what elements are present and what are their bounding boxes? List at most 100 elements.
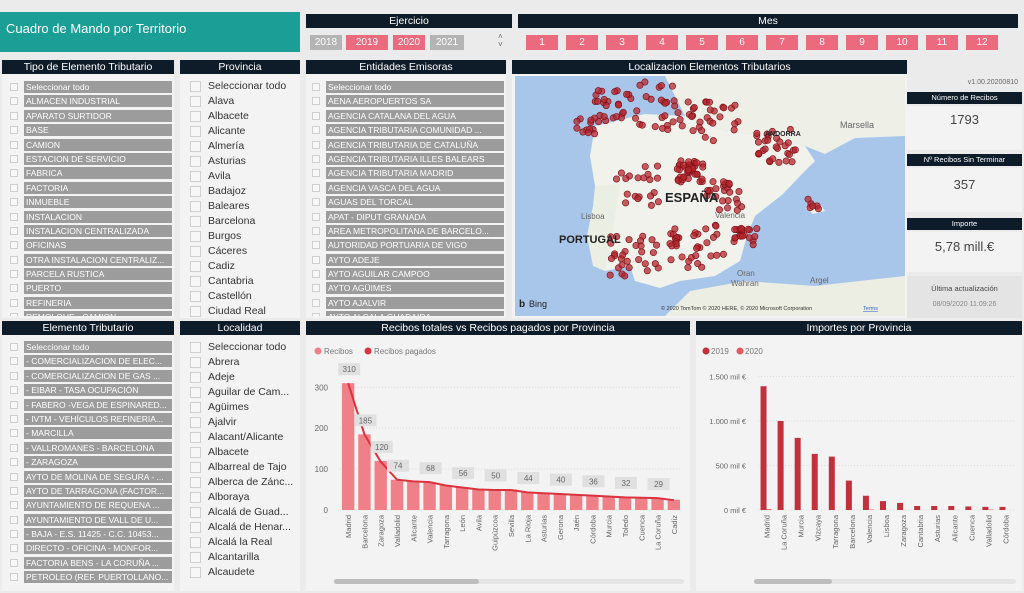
checkbox[interactable] [190, 462, 201, 473]
month-button-6[interactable]: 6 [726, 35, 758, 50]
checkbox[interactable] [190, 246, 201, 257]
list-item[interactable]: - FABERO -VEGA DE ESPINARED... [10, 398, 172, 412]
checkbox[interactable] [312, 255, 320, 264]
checkbox[interactable] [312, 140, 320, 149]
list-item[interactable]: Ajalvir [190, 415, 300, 430]
checkbox[interactable] [190, 126, 201, 137]
month-button-1[interactable]: 1 [526, 35, 558, 50]
checkbox[interactable] [10, 472, 18, 481]
list-item[interactable]: Albacete [190, 109, 300, 124]
scroll-spinner-icon[interactable]: ˄ ˅ [498, 32, 503, 49]
checkbox[interactable] [312, 97, 320, 106]
month-button-10[interactable]: 10 [886, 35, 918, 50]
list-item[interactable]: CAMION [10, 138, 172, 152]
list-item[interactable]: AYTO DE TARRAGONA (FACTOR... [10, 484, 172, 498]
checkbox[interactable] [190, 342, 201, 353]
list-item[interactable]: Albarreal de Tajo [190, 460, 300, 475]
list-item[interactable]: Cantabria [190, 274, 300, 289]
list-item[interactable]: AGENCIA CATALANA DEL AGUA [312, 109, 504, 123]
checkbox[interactable] [190, 492, 201, 503]
list-item[interactable]: AGENCIA TRIBUTARIA ILLES BALEARS [312, 152, 504, 166]
tipo-list[interactable]: Seleccionar todo ALMACEN INDUSTRIAL APARAT… [10, 80, 172, 316]
chart-scrollbar-thumb[interactable] [334, 579, 479, 584]
list-item[interactable]: Avila [190, 169, 300, 184]
checkbox[interactable] [190, 171, 201, 182]
list-item[interactable]: OTRA INSTALACION CENTRALIZ... [10, 253, 172, 267]
month-button-11[interactable]: 11 [926, 35, 958, 50]
list-item[interactable]: Alava [190, 94, 300, 109]
list-item[interactable]: AYTO AGÜIMES [312, 281, 504, 295]
list-item[interactable]: Barcelona [190, 214, 300, 229]
checkbox[interactable] [10, 530, 18, 539]
checkbox[interactable] [312, 198, 320, 207]
list-item[interactable]: Baleares [190, 199, 300, 214]
checkbox[interactable] [312, 111, 320, 120]
list-item[interactable]: ESTACION DE SERVICIO [10, 152, 172, 166]
checkbox[interactable] [190, 537, 201, 548]
checkbox[interactable] [190, 276, 201, 287]
list-item[interactable]: Alcalá de Guad... [190, 505, 300, 520]
list-item[interactable]: AUTORIDAD PORTUARIA DE VIGO [312, 238, 504, 252]
checkbox[interactable] [10, 226, 18, 235]
checkbox[interactable] [10, 414, 18, 423]
checkbox[interactable] [190, 522, 201, 533]
list-item[interactable]: Agüimes [190, 400, 300, 415]
list-item[interactable]: Alcalá la Real [190, 535, 300, 550]
checkbox[interactable] [10, 558, 18, 567]
list-item[interactable]: AYTO AGUILAR CAMPOO [312, 267, 504, 281]
checkbox[interactable] [312, 212, 320, 221]
elemento-list[interactable]: Seleccionar todo - COMERCIALIZACION DE EL… [10, 340, 172, 588]
list-item[interactable]: AYTO ALCALA GUADAIRA [312, 310, 504, 316]
checkbox[interactable] [190, 111, 201, 122]
list-item[interactable]: - EIBAR - TASA OCUPACIÓN [10, 383, 172, 397]
checkbox[interactable] [10, 386, 18, 395]
checkbox[interactable] [10, 255, 18, 264]
list-item[interactable]: PARCELA RUSTICA [10, 267, 172, 281]
list-item[interactable]: AGUAS DEL TORCAL [312, 195, 504, 209]
list-item[interactable]: - MARCILLA [10, 426, 172, 440]
list-item[interactable]: - VALLROMANES - BARCELONA [10, 441, 172, 455]
checkbox[interactable] [190, 201, 201, 212]
checkbox[interactable] [10, 357, 18, 366]
checkbox[interactable] [10, 400, 18, 409]
month-button-7[interactable]: 7 [766, 35, 798, 50]
list-item[interactable]: AYUNTAMIENTO DE REQUENA ... [10, 498, 172, 512]
list-item[interactable]: PETROLEO (REF. PUERTOLLANO... [10, 570, 172, 584]
list-item[interactable]: FABRICA [10, 166, 172, 180]
list-item[interactable]: Burgos [190, 229, 300, 244]
checkbox[interactable] [190, 372, 201, 383]
checkbox[interactable] [190, 387, 201, 398]
list-item[interactable]: Alcaudete [190, 565, 300, 580]
checkbox[interactable] [10, 486, 18, 495]
checkbox[interactable] [312, 169, 320, 178]
checkbox[interactable] [190, 306, 201, 317]
list-item[interactable]: FACTORIA [10, 181, 172, 195]
list-item[interactable]: AYUNTAMIENTO DE VALL DE U... [10, 513, 172, 527]
checkbox[interactable] [190, 186, 201, 197]
checkbox[interactable] [10, 83, 18, 91]
provincia-list[interactable]: Seleccionar todo Alava Albacete Alicante Alm… [190, 79, 300, 317]
list-item[interactable]: INSTALACION [10, 210, 172, 224]
list-item[interactable]: Badajoz [190, 184, 300, 199]
month-button-3[interactable]: 3 [606, 35, 638, 50]
checkbox[interactable] [10, 212, 18, 221]
list-item[interactable]: Alacant/Alicante [190, 430, 300, 445]
list-item[interactable]: Alcalá de Henar... [190, 520, 300, 535]
list-item[interactable]: AGENCIA VASCA DEL AGUA [312, 181, 504, 195]
list-item[interactable]: Seleccionar todo [10, 80, 172, 94]
year-button-2018[interactable]: 2018 [310, 35, 342, 50]
checkbox[interactable] [10, 544, 18, 553]
checkbox[interactable] [10, 111, 18, 120]
checkbox[interactable] [10, 371, 18, 380]
checkbox[interactable] [312, 284, 320, 293]
checkbox[interactable] [312, 226, 320, 235]
checkbox[interactable] [10, 501, 18, 510]
list-item[interactable]: - ZARAGOZA [10, 455, 172, 469]
month-button-9[interactable]: 9 [846, 35, 878, 50]
checkbox[interactable] [10, 313, 18, 316]
list-item[interactable]: Almería [190, 139, 300, 154]
list-item[interactable]: Asturias [190, 154, 300, 169]
checkbox[interactable] [190, 402, 201, 413]
list-item[interactable]: REMOLQUE - CAMION [10, 310, 172, 316]
list-item[interactable]: - IVTM - VEHÍCULOS REFINERIA... [10, 412, 172, 426]
